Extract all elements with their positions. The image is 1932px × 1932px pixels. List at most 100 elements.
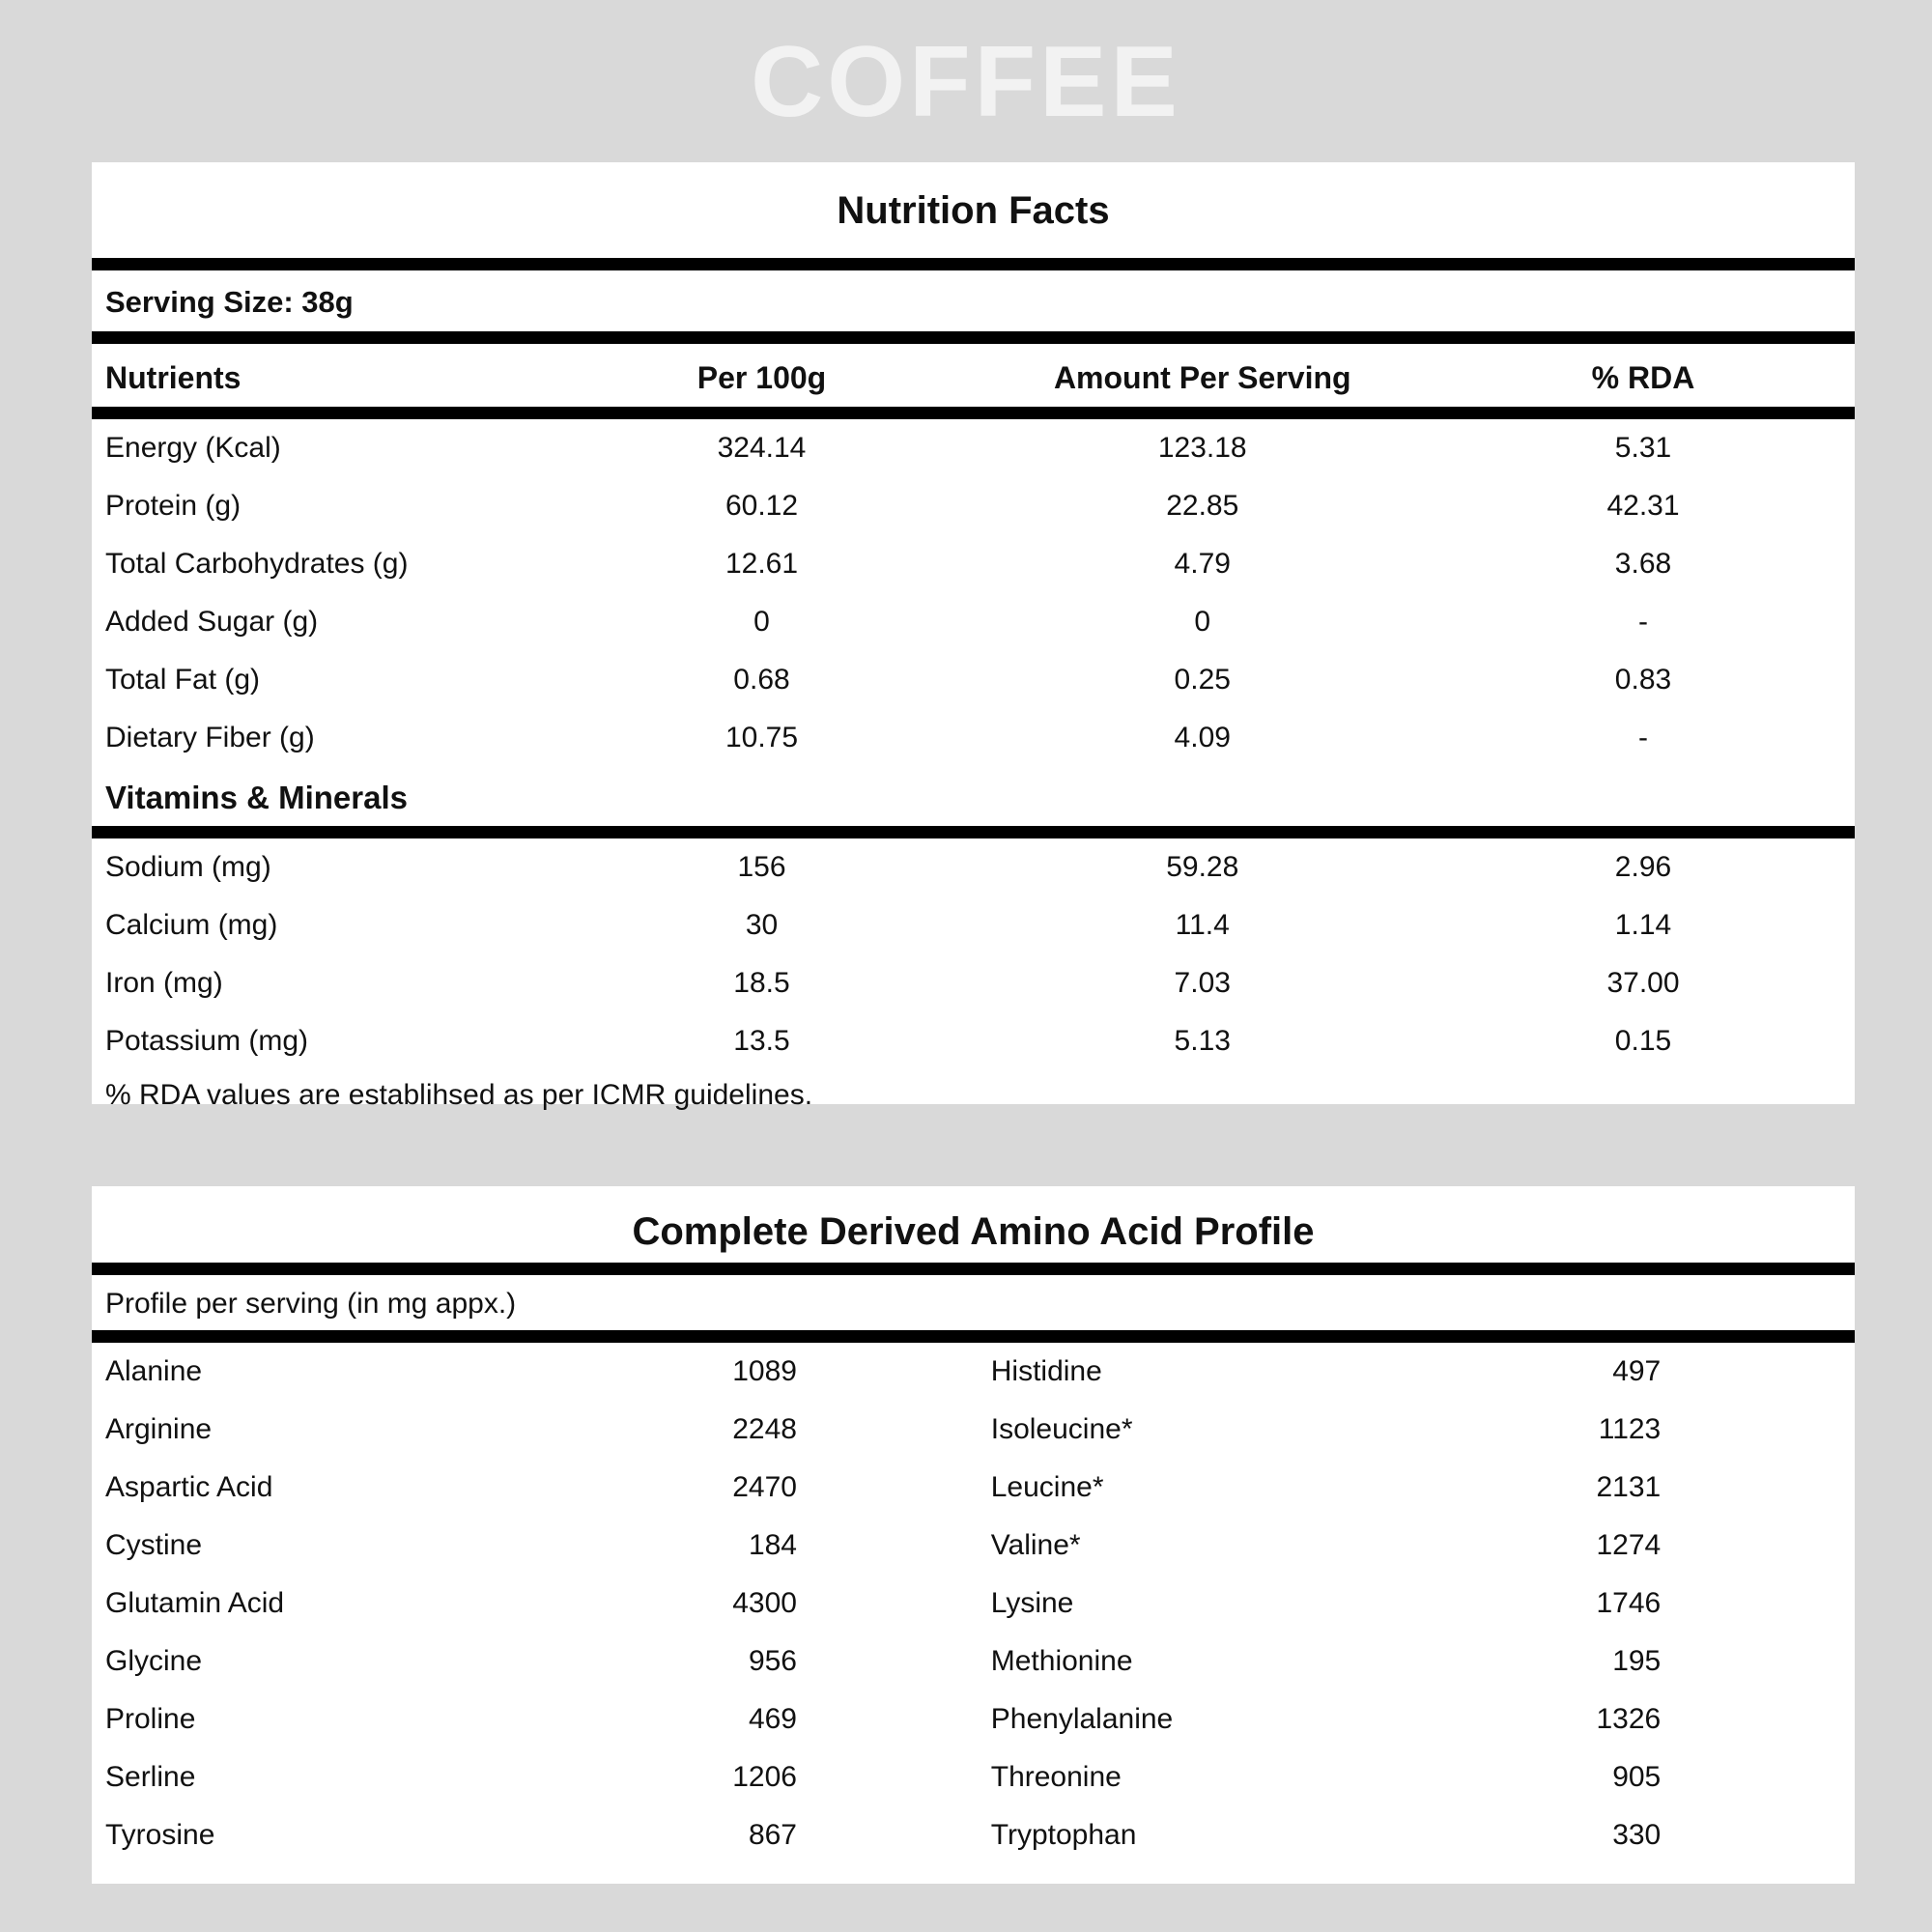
rda-value: 1.14 bbox=[1614, 909, 1672, 941]
amino-name-left: Serline bbox=[105, 1761, 196, 1793]
amino-value-right: 330 bbox=[1612, 1819, 1662, 1851]
amino-profile-subtitle: Profile per serving (in mg appx.) bbox=[105, 1288, 517, 1320]
per-100g-value: 30 bbox=[745, 909, 779, 941]
amino-acid-row: Alanine 1089 Histidine 497 bbox=[92, 1343, 1855, 1401]
per-100g-value: 0 bbox=[753, 606, 770, 638]
nutrient-row: Total Fat (g) 0.68 0.25 0.83 bbox=[92, 651, 1855, 709]
per-100g-value: 0.68 bbox=[733, 664, 790, 696]
nutrient-row: Dietary Fiber (g) 10.75 4.09 - bbox=[92, 709, 1855, 767]
rda-value: 0.83 bbox=[1614, 664, 1672, 696]
amino-value-left: 2248 bbox=[732, 1413, 797, 1445]
divider-bar bbox=[92, 258, 1855, 270]
nutrient-row: Calcium (mg) 30 11.4 1.14 bbox=[92, 896, 1855, 954]
amino-name-right: Leucine* bbox=[990, 1471, 1104, 1503]
nutrient-name: Potassium (mg) bbox=[105, 1025, 309, 1057]
nutrition-facts-card: Nutrition Facts Serving Size: 38g Nutrie… bbox=[92, 162, 1855, 1111]
nutrient-name: Energy (Kcal) bbox=[105, 432, 281, 464]
amino-acid-row: Proline 469 Phenylalanine 1326 bbox=[92, 1690, 1855, 1748]
nutrition-table-header: Nutrients Per 100g Amount Per Serving % … bbox=[92, 344, 1855, 407]
per-100g-value: 324.14 bbox=[717, 432, 807, 464]
rda-value: 37.00 bbox=[1606, 967, 1680, 999]
amino-name-left: Alanine bbox=[105, 1355, 203, 1387]
amino-name-left: Proline bbox=[105, 1703, 196, 1735]
per-serving-value: 5.13 bbox=[1174, 1025, 1231, 1057]
amino-name-right: Threonine bbox=[990, 1761, 1122, 1793]
divider-bar bbox=[92, 1330, 1855, 1343]
amino-acid-row: Glycine 956 Methionine 195 bbox=[92, 1633, 1855, 1690]
amino-name-right: Isoleucine* bbox=[990, 1413, 1133, 1445]
per-serving-value: 59.28 bbox=[1166, 851, 1239, 883]
rda-value: 0.15 bbox=[1614, 1025, 1672, 1057]
amino-acid-row: Aspartic Acid 2470 Leucine* 2131 bbox=[92, 1459, 1855, 1517]
amino-name-left: Glutamin Acid bbox=[105, 1587, 285, 1619]
per-serving-value: 123.18 bbox=[1157, 432, 1247, 464]
rda-value: 3.68 bbox=[1614, 548, 1672, 580]
per-serving-value: 11.4 bbox=[1175, 909, 1230, 941]
per-100g-value: 12.61 bbox=[724, 548, 799, 580]
amino-name-right: Methionine bbox=[990, 1645, 1133, 1677]
amino-value-right: 1274 bbox=[1596, 1529, 1662, 1561]
nutrient-row: Added Sugar (g) 0 0 - bbox=[92, 593, 1855, 651]
rda-value: - bbox=[1638, 722, 1648, 753]
amino-value-right: 905 bbox=[1612, 1761, 1662, 1793]
divider-bar bbox=[92, 1263, 1855, 1275]
amino-name-left: Tyrosine bbox=[105, 1819, 215, 1851]
per-100g-value: 60.12 bbox=[724, 490, 799, 522]
amino-name-left: Cystine bbox=[105, 1529, 203, 1561]
amino-acid-row: Serline 1206 Threonine 905 bbox=[92, 1748, 1855, 1806]
per-serving-value: 0 bbox=[1194, 606, 1211, 638]
per-serving-value: 22.85 bbox=[1166, 490, 1239, 522]
amino-acid-row: Cystine 184 Valine* 1274 bbox=[92, 1517, 1855, 1575]
nutrient-row: Protein (g) 60.12 22.85 42.31 bbox=[92, 477, 1855, 535]
amino-value-left: 956 bbox=[748, 1645, 797, 1677]
per-100g-value: 156 bbox=[737, 851, 786, 883]
per-100g-value: 13.5 bbox=[733, 1025, 790, 1057]
amino-acid-row: Glutamin Acid 4300 Lysine 1746 bbox=[92, 1575, 1855, 1633]
nutrition-facts-title: Nutrition Facts bbox=[837, 189, 1110, 232]
nutrient-name: Protein (g) bbox=[105, 490, 242, 522]
amino-value-left: 4300 bbox=[732, 1587, 797, 1619]
serving-size: Serving Size: 38g bbox=[105, 285, 354, 319]
rda-value: 2.96 bbox=[1614, 851, 1672, 883]
column-header-nutrients: Nutrients bbox=[105, 360, 242, 395]
amino-value-right: 2131 bbox=[1596, 1471, 1662, 1503]
nutrient-name: Iron (mg) bbox=[105, 967, 223, 999]
per-serving-value: 4.79 bbox=[1174, 548, 1231, 580]
amino-name-right: Tryptophan bbox=[990, 1819, 1137, 1851]
per-100g-value: 10.75 bbox=[724, 722, 799, 753]
amino-value-right: 1326 bbox=[1596, 1703, 1662, 1735]
nutrient-name: Total Carbohydrates (g) bbox=[105, 548, 409, 580]
amino-name-right: Phenylalanine bbox=[990, 1703, 1174, 1735]
nutrition-rows: Energy (Kcal) 324.14 123.18 5.31 Protein… bbox=[92, 419, 1855, 767]
per-100g-value: 18.5 bbox=[733, 967, 790, 999]
amino-value-right: 1746 bbox=[1596, 1587, 1662, 1619]
amino-value-left: 1089 bbox=[732, 1355, 797, 1387]
amino-profile-title: Complete Derived Amino Acid Profile bbox=[632, 1210, 1315, 1253]
amino-value-left: 2470 bbox=[732, 1471, 797, 1503]
amino-value-left: 1206 bbox=[732, 1761, 797, 1793]
vitamins-minerals-header: Vitamins & Minerals bbox=[105, 780, 409, 815]
column-header-per-100g: Per 100g bbox=[696, 360, 827, 395]
nutrient-name: Sodium (mg) bbox=[105, 851, 271, 883]
amino-name-right: Lysine bbox=[990, 1587, 1074, 1619]
per-serving-value: 7.03 bbox=[1174, 967, 1231, 999]
amino-value-right: 497 bbox=[1612, 1355, 1662, 1387]
nutrient-row: Sodium (mg) 156 59.28 2.96 bbox=[92, 838, 1855, 896]
amino-value-right: 1123 bbox=[1598, 1413, 1662, 1445]
column-header-rda: % RDA bbox=[1591, 360, 1695, 395]
nutrient-name: Total Fat (g) bbox=[105, 664, 261, 696]
amino-profile-card: Complete Derived Amino Acid Profile Prof… bbox=[92, 1186, 1855, 1884]
rda-value: 5.31 bbox=[1614, 432, 1672, 464]
nutrient-row: Energy (Kcal) 324.14 123.18 5.31 bbox=[92, 419, 1855, 477]
amino-value-right: 195 bbox=[1612, 1645, 1662, 1677]
nutrient-name: Added Sugar (g) bbox=[105, 606, 319, 638]
amino-rows: Alanine 1089 Histidine 497 Arginine 2248… bbox=[92, 1343, 1855, 1864]
column-header-amount-per-serving: Amount Per Serving bbox=[1053, 360, 1351, 395]
nutrient-name: Dietary Fiber (g) bbox=[105, 722, 315, 753]
amino-name-right: Histidine bbox=[990, 1355, 1102, 1387]
amino-value-left: 867 bbox=[748, 1819, 797, 1851]
divider-bar bbox=[92, 826, 1855, 838]
nutrient-name: Calcium (mg) bbox=[105, 909, 278, 941]
rda-value: 42.31 bbox=[1606, 490, 1680, 522]
nutrient-row: Total Carbohydrates (g) 12.61 4.79 3.68 bbox=[92, 535, 1855, 593]
